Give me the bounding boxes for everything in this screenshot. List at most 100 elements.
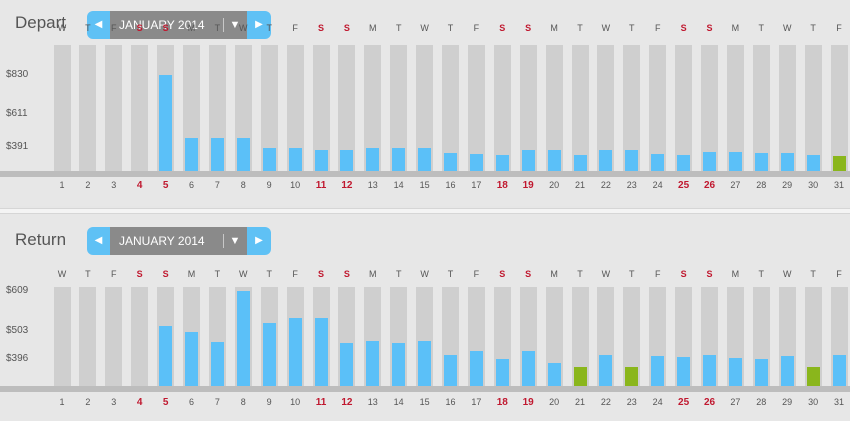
fare-bar[interactable]	[262, 147, 276, 171]
day-column[interactable]	[416, 45, 434, 171]
fare-bar[interactable]	[780, 356, 794, 386]
prev-month-button[interactable]: ◀	[87, 227, 110, 255]
day-column[interactable]	[493, 45, 511, 171]
day-column[interactable]	[286, 45, 304, 171]
day-column[interactable]	[623, 287, 641, 386]
day-column[interactable]	[649, 45, 667, 171]
panel-divider	[0, 208, 850, 214]
fare-bar[interactable]	[444, 355, 457, 386]
fare-bar[interactable]	[444, 152, 457, 171]
fare-bar[interactable]	[728, 357, 742, 386]
fare-bar[interactable]	[366, 147, 380, 171]
fare-bar[interactable]	[236, 291, 250, 386]
fare-bar[interactable]	[832, 354, 846, 386]
month-select[interactable]: JANUARY 2014 ▼	[110, 227, 247, 255]
fare-bar[interactable]	[314, 317, 328, 386]
day-column[interactable]	[804, 287, 822, 386]
day-column[interactable]	[778, 45, 796, 171]
dropdown-arrow-icon[interactable]: ▼	[223, 227, 247, 255]
fare-bar[interactable]	[651, 153, 665, 171]
day-column[interactable]	[79, 287, 97, 386]
date-label: 18	[496, 397, 508, 408]
fare-bar[interactable]	[314, 149, 328, 171]
fare-bar[interactable]	[703, 151, 716, 171]
day-column[interactable]	[571, 287, 589, 386]
fare-bar[interactable]	[573, 154, 587, 171]
day-column[interactable]	[105, 287, 123, 386]
fare-bar[interactable]	[418, 147, 432, 171]
day-column[interactable]	[726, 45, 744, 171]
fare-bar[interactable]	[210, 138, 224, 171]
fare-bar[interactable]	[806, 154, 820, 171]
fare-bar[interactable]	[340, 343, 354, 386]
fare-bar[interactable]	[521, 149, 535, 171]
day-column[interactable]	[312, 45, 330, 171]
day-column[interactable]	[545, 45, 563, 171]
lowest-fare-bar[interactable]	[573, 367, 587, 386]
day-column[interactable]	[467, 45, 485, 171]
lowest-fare-bar[interactable]	[806, 367, 820, 386]
day-column[interactable]	[804, 45, 822, 171]
fare-bar[interactable]	[288, 317, 302, 386]
day-column[interactable]	[442, 45, 459, 171]
fare-bar[interactable]	[185, 332, 198, 386]
day-column[interactable]	[675, 45, 693, 171]
fare-bar[interactable]	[185, 138, 198, 171]
fare-bar[interactable]	[728, 151, 742, 171]
day-column[interactable]	[131, 45, 149, 171]
lowest-fare-bar[interactable]	[832, 156, 846, 171]
fare-bar[interactable]	[159, 75, 173, 171]
fare-bar[interactable]	[469, 351, 483, 386]
fare-bar[interactable]	[392, 343, 406, 386]
fare-bar[interactable]	[599, 354, 613, 386]
fare-bar[interactable]	[780, 152, 794, 171]
fare-bar[interactable]	[159, 325, 173, 386]
fare-bar[interactable]	[754, 359, 768, 386]
day-column[interactable]	[545, 287, 563, 386]
fare-bar[interactable]	[418, 340, 432, 386]
next-month-button[interactable]: ▶	[247, 227, 271, 255]
fare-bar[interactable]	[366, 340, 380, 386]
fare-bar[interactable]	[703, 354, 716, 386]
day-column[interactable]	[390, 45, 408, 171]
prev-month-button[interactable]: ◀	[87, 11, 110, 39]
fare-bar[interactable]	[495, 359, 509, 386]
fare-bar[interactable]	[651, 356, 665, 386]
day-column[interactable]	[597, 45, 615, 171]
day-column[interactable]	[571, 45, 589, 171]
fare-bar[interactable]	[210, 341, 224, 386]
day-column[interactable]	[752, 45, 770, 171]
fare-bar[interactable]	[547, 362, 561, 386]
day-column[interactable]	[364, 45, 382, 171]
fare-bar[interactable]	[677, 357, 691, 386]
month-select[interactable]: JANUARY 2014 ▼	[110, 11, 247, 39]
fare-bar[interactable]	[547, 150, 561, 171]
fare-bar[interactable]	[340, 149, 354, 171]
next-month-button[interactable]: ▶	[247, 11, 271, 39]
day-column[interactable]	[519, 45, 537, 171]
fare-bar[interactable]	[392, 147, 406, 171]
day-column[interactable]	[338, 45, 356, 171]
day-column[interactable]	[53, 45, 71, 171]
weekday-label: T	[266, 23, 272, 33]
fare-bar[interactable]	[469, 153, 483, 171]
fare-bar[interactable]	[288, 147, 302, 171]
fare-bar[interactable]	[495, 155, 509, 171]
day-column[interactable]	[260, 45, 278, 171]
day-column[interactable]	[53, 287, 71, 386]
fare-bar[interactable]	[599, 149, 613, 171]
fare-bar[interactable]	[521, 351, 535, 386]
day-column[interactable]	[131, 287, 149, 386]
fare-bar[interactable]	[754, 152, 768, 171]
fare-bar[interactable]	[236, 138, 250, 171]
dropdown-arrow-icon[interactable]: ▼	[223, 11, 247, 39]
lowest-fare-bar[interactable]	[625, 367, 639, 386]
fare-bar[interactable]	[677, 155, 691, 171]
day-column[interactable]	[79, 45, 97, 171]
fare-bar[interactable]	[262, 322, 276, 386]
fare-bar[interactable]	[625, 150, 639, 171]
day-column[interactable]	[623, 45, 641, 171]
day-column[interactable]	[105, 45, 123, 171]
day-column[interactable]	[830, 45, 848, 171]
day-column[interactable]	[701, 45, 718, 171]
